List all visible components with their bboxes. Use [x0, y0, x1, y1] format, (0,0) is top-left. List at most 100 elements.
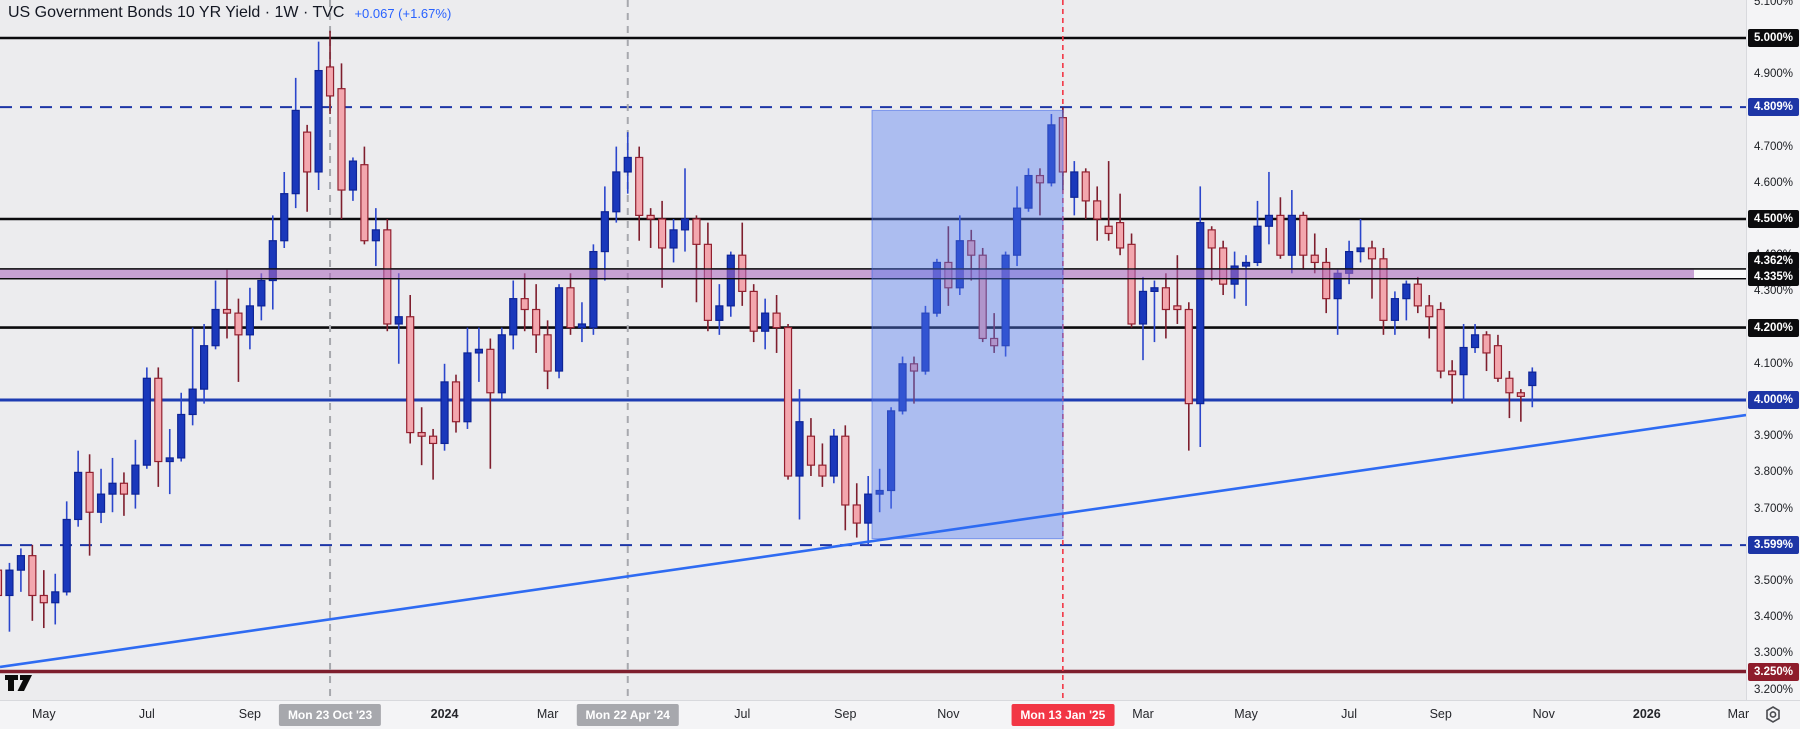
candle-body-up	[1196, 222, 1205, 405]
candlestick-plot[interactable]	[0, 0, 1746, 700]
candle-body-up	[932, 261, 942, 314]
candle-body-down	[635, 156, 644, 216]
time-year-label: 2026	[1632, 707, 1661, 721]
candle-body-up	[1138, 290, 1148, 325]
candle-body-up	[16, 555, 25, 571]
candle-body-up	[440, 381, 449, 445]
candle-body-up	[291, 109, 300, 195]
price-level-label: 3.250%	[1748, 662, 1799, 681]
candle-body-up	[131, 464, 140, 495]
price-tick-label: 3.300%	[1753, 647, 1793, 660]
candle-body-down	[841, 435, 850, 506]
tradingview-logo[interactable]	[4, 673, 34, 693]
candle-body-down	[1035, 174, 1045, 184]
axis-settings-gear-icon[interactable]	[1758, 704, 1788, 726]
chart-pane[interactable]	[0, 0, 1746, 700]
candle-body-down	[990, 337, 999, 347]
candle-body-down	[1310, 254, 1319, 264]
price-tick-label: 3.200%	[1753, 683, 1793, 696]
candle-body-down	[1482, 334, 1491, 354]
candle-body-up	[211, 308, 220, 347]
time-axis[interactable]: May Jul Sep 2024 Mar Jul Sep Nov Mar May Jul Sep Nov…	[0, 700, 1800, 729]
candle-body-down	[852, 504, 861, 524]
candle-body-down	[1425, 305, 1434, 318]
candle-body-up	[177, 413, 186, 459]
price-level-label: 4.362%	[1748, 251, 1799, 270]
candle-body-down	[486, 348, 495, 394]
price-tick-label: 3.500%	[1753, 575, 1793, 587]
candle-body-up	[62, 518, 71, 593]
highlight-zone-rect[interactable]	[871, 109, 1064, 540]
candle-body-up	[74, 471, 83, 521]
price-tick-label: 5.100%	[1753, 0, 1793, 8]
candle-body-down	[360, 164, 369, 242]
candle-body-down	[532, 308, 541, 336]
candle-body-down	[1493, 345, 1503, 379]
candle-body-up	[1001, 254, 1010, 347]
candle-body-down	[1413, 283, 1422, 307]
time-month-label: Nov	[1532, 707, 1555, 721]
price-axis[interactable]: 5.100%4.900%4.700%4.600%4.400%4.300%4.10…	[1746, 0, 1800, 700]
price-tick-label: 4.600%	[1753, 176, 1793, 189]
candle-body-up	[394, 316, 403, 325]
candle-body-up	[1150, 287, 1159, 292]
candle-body-up	[761, 312, 770, 332]
time-month-label: May	[31, 707, 56, 721]
candle-body-down	[520, 298, 529, 311]
candle-body-up	[497, 334, 506, 394]
time-month-label: Sep	[238, 707, 262, 721]
time-month-label: Nov	[937, 707, 960, 721]
candle-body-down	[1173, 305, 1182, 311]
price-tick-label: 3.400%	[1753, 611, 1793, 624]
candle-body-up	[280, 193, 289, 242]
candle-body-up	[600, 211, 609, 253]
candle-body-down	[119, 482, 129, 495]
price-tick-label: 3.700%	[1753, 502, 1793, 515]
candle-body-up	[589, 250, 598, 329]
candle-body-up	[108, 482, 117, 495]
candle-body-up	[1070, 171, 1079, 198]
candle-body-down	[818, 464, 827, 477]
candle-body-up	[577, 323, 587, 329]
candle-body-down	[154, 377, 163, 463]
candle-body-down	[325, 66, 335, 97]
price-level-label: 3.599%	[1748, 536, 1799, 555]
candle-body-down	[1081, 171, 1090, 202]
candle-body-up	[474, 348, 483, 354]
candle-body-up	[829, 435, 838, 477]
candle-body-up	[188, 388, 197, 416]
candle-body-up	[96, 493, 106, 513]
candle-body-down	[1184, 308, 1193, 405]
candle-body-down	[1505, 377, 1514, 394]
price-tick-label: 3.800%	[1753, 466, 1793, 479]
candle-body-down	[1093, 200, 1102, 220]
candle-body-down	[909, 363, 919, 372]
purple-band[interactable]	[0, 268, 1694, 279]
price-level-label: 4.809%	[1748, 98, 1799, 117]
ascending-trendline[interactable]	[0, 413, 1746, 669]
candle-body-down	[566, 287, 575, 329]
candle-body-down	[967, 240, 976, 256]
candle-body-up	[726, 254, 735, 307]
candle-body-up	[1356, 247, 1365, 253]
candle-body-down	[543, 334, 552, 372]
symbol-legend[interactable]: US Government Bonds 10 YR Yield · 1W · T…	[8, 2, 451, 24]
event-date-label: Mon 23 Oct '23	[278, 704, 382, 726]
band-gap-fill	[1694, 268, 1746, 279]
candle-body-down	[429, 435, 438, 445]
time-month-label: Sep	[834, 707, 857, 721]
time-year-label: 2024	[430, 707, 459, 721]
candle-body-up	[1390, 298, 1400, 321]
candle-body-up	[348, 160, 358, 191]
candle-body-down	[1115, 222, 1125, 249]
candle-body-down	[657, 218, 667, 249]
candle-body-up	[864, 493, 873, 524]
candle-body-down	[978, 254, 987, 340]
candle-body-down	[28, 555, 37, 597]
price-level-label: 4.500%	[1748, 210, 1799, 228]
candle-body-down	[1322, 261, 1331, 300]
time-month-label: Jul	[734, 707, 751, 721]
candle-body-up	[669, 229, 678, 249]
candle-body-up	[1287, 214, 1296, 256]
